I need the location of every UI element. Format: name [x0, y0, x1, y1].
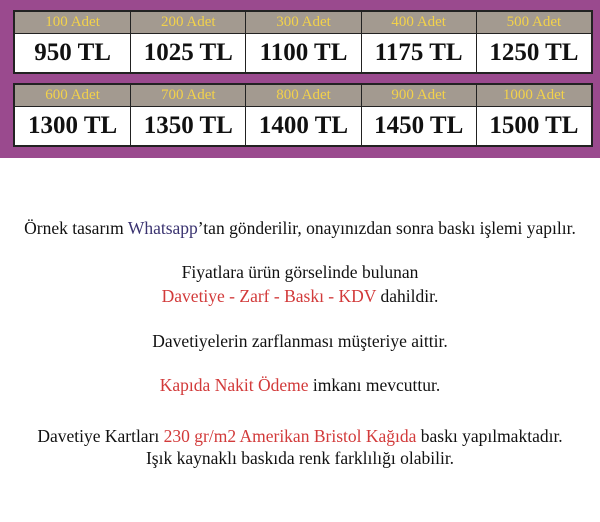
price-value: 1450 TL	[374, 112, 464, 139]
price-value: 1100 TL	[259, 39, 348, 66]
note-envelope: Davetiyelerin zarflanması müşteriye aitt…	[152, 331, 448, 351]
note-included-items: Davetiye - Zarf - Baskı - KDV dahildir.	[0, 285, 600, 307]
price-cell: 400 Adet 1175 TL	[360, 12, 476, 72]
quantity-label: 1000 Adet	[476, 85, 591, 107]
price-value: 1350 TL	[143, 112, 233, 139]
quantity-label: 300 Adet	[246, 12, 361, 34]
price-cell: 200 Adet 1025 TL	[130, 12, 246, 72]
note-text: Örnek tasarım	[24, 218, 128, 238]
price-value: 1025 TL	[143, 39, 233, 66]
quantity-label: 500 Adet	[476, 12, 591, 34]
price-table-row-2: 600 Adet 1300 TL 700 Adet 1350 TL 800 Adet 14…	[13, 83, 593, 147]
quantity-label: 800 Adet	[246, 85, 361, 107]
quantity-label: 400 Adet	[361, 12, 476, 34]
price-value: 1300 TL	[28, 112, 118, 139]
price-cell: 300 Adet 1100 TL	[245, 12, 361, 72]
quantity-label: 900 Adet	[361, 85, 476, 107]
note-text: dahildir.	[376, 286, 439, 306]
price-table-row-1: 100 Adet 950 TL 200 Adet 1025 TL 300 Adet 110…	[13, 10, 593, 74]
price-value: 1400 TL	[258, 112, 349, 139]
price-cell: 1000 Adet 1500 TL	[475, 85, 591, 145]
note-color: Işık kaynaklı baskıda renk farklılığı ol…	[145, 448, 455, 468]
note-payment: Kapıda Nakit Ödeme imkanı mevcuttur.	[0, 374, 600, 396]
note-whatsapp: Örnek tasarım Whatsapp’tan gönderilir, o…	[0, 217, 600, 239]
price-value: 1500 TL	[489, 112, 579, 139]
price-value: 1175 TL	[374, 39, 463, 66]
included-highlight: Davetiye - Zarf - Baskı - KDV	[161, 286, 377, 306]
note-text: ’tan gönderilir, onayınızdan sonra baskı…	[197, 218, 576, 238]
price-cell: 100 Adet 950 TL	[15, 12, 131, 72]
price-value: 950 TL	[34, 39, 111, 66]
note-included: Fiyatlara ürün görselinde bulunan	[181, 262, 419, 282]
quantity-label: 700 Adet	[131, 85, 246, 107]
price-cell: 500 Adet 1250 TL	[475, 12, 591, 72]
price-cell: 800 Adet 1400 TL	[245, 85, 361, 145]
quantity-label: 200 Adet	[131, 12, 246, 34]
note-text: imkanı mevcuttur.	[308, 375, 441, 395]
note-paper: Davetiye Kartları 230 gr/m2 Amerikan Bri…	[0, 425, 600, 447]
price-cell: 900 Adet 1450 TL	[360, 85, 476, 145]
quantity-label: 600 Adet	[15, 85, 131, 107]
quantity-label: 100 Adet	[15, 12, 131, 34]
paper-highlight: 230 gr/m2 Amerikan Bristol Kağıda	[163, 426, 417, 446]
note-text: baskı yapılmaktadır.	[416, 426, 563, 446]
note-text: Davetiye Kartları	[37, 426, 164, 446]
price-value: 1250 TL	[489, 39, 579, 66]
whatsapp-highlight: Whatsapp	[127, 218, 198, 238]
payment-highlight: Kapıda Nakit Ödeme	[159, 375, 309, 395]
price-cell: 700 Adet 1350 TL	[130, 85, 246, 145]
price-cell: 600 Adet 1300 TL	[15, 85, 131, 145]
